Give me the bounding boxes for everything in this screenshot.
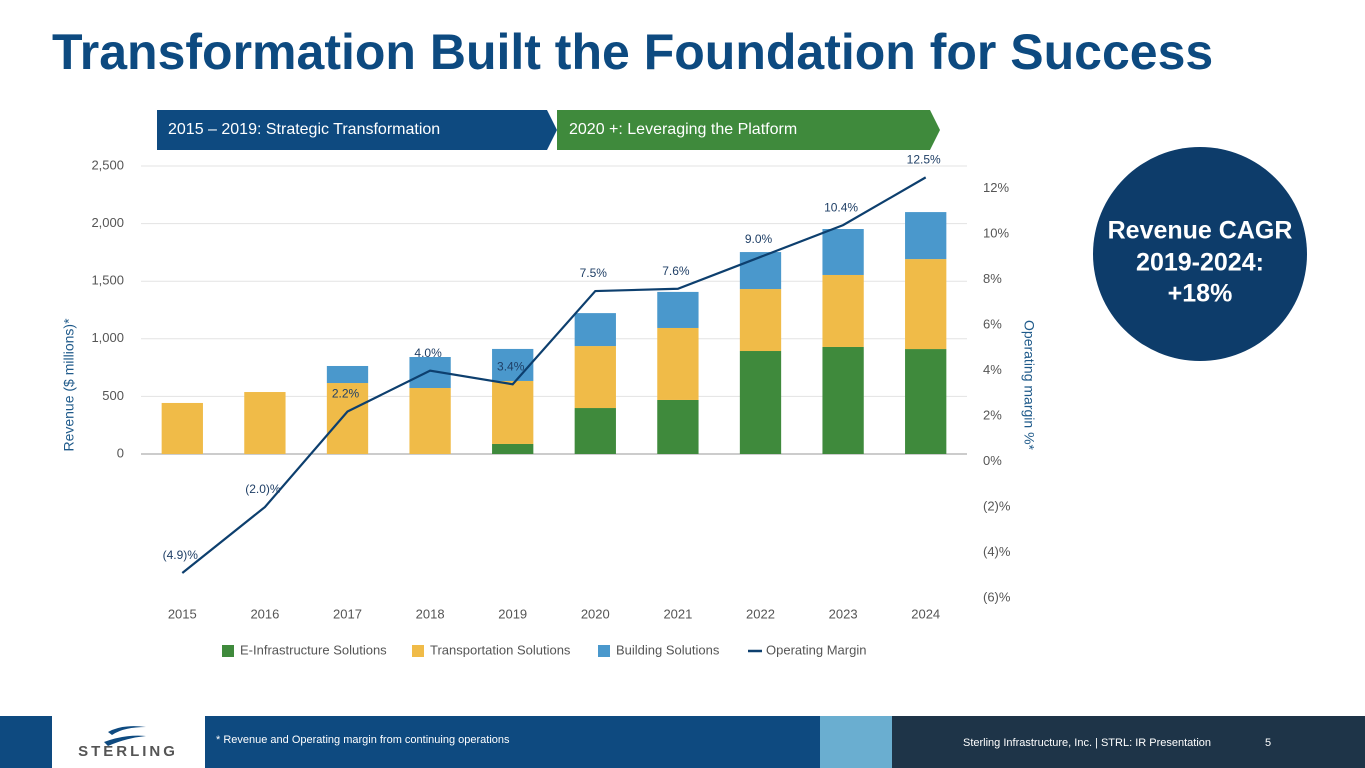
bar [822,229,864,275]
legend-label: Transportation Solutions [430,642,571,657]
bar [492,348,534,381]
data-label: 12.5% [907,153,941,167]
x-tick-label: 2021 [663,606,692,621]
legend-swatch [222,645,234,657]
slide-title: Transformation Built the Foundation for … [52,24,1213,80]
legend-label: Building Solutions [616,642,720,657]
bar [739,252,782,290]
x-tick-label: 2019 [498,606,527,621]
y-tick-label: 1,500 [91,273,124,288]
y-tick-label: 2,500 [91,157,124,172]
bar [905,212,947,260]
y-tick-label: 500 [102,388,124,403]
bar [492,443,534,454]
footer-source: Sterling Infrastructure, Inc. | STRL: IR… [963,737,1211,749]
y2-tick-label: 2% [983,408,1002,423]
data-label: 10.4% [824,200,858,214]
footer-band [892,716,1365,768]
data-label: (4.9)% [163,548,199,562]
data-label: 7.6% [662,264,690,278]
bar [409,387,451,454]
page-number: 5 [1265,737,1271,749]
legend-swatch [598,645,610,657]
legend-swatch [412,645,424,657]
data-label: 2.2% [332,387,360,401]
bar [326,383,369,454]
bar [905,259,947,350]
data-label: (2.0)% [245,482,281,496]
callout-circle [1093,147,1307,361]
bar [739,289,782,352]
banner-arrow [557,110,940,150]
bar [657,399,699,454]
y-tick-label: 1,000 [91,330,124,345]
y2-tick-label: 4% [983,362,1002,377]
chart: 0 500 1,000 1,500 2,000 2,500 (6)% (4)% (2)% 0% 2%… [61,153,1038,658]
bar [574,408,616,454]
data-label: 4.0% [414,346,442,360]
logo-text: STERLING [78,743,178,760]
data-label: 9.0% [745,232,773,246]
bar [574,346,616,409]
x-tick-label: 2023 [829,606,858,621]
y2-tick-label: (4)% [983,544,1011,559]
bar [822,274,864,347]
x-tick-label: 2017 [333,606,362,621]
footnote: * Revenue and Operating margin from cont… [216,734,510,746]
callout-text: 2019-2024: [1136,249,1264,277]
y2-tick-label: (6)% [983,589,1011,604]
footer-band [820,716,892,768]
legend-label: Operating Margin [766,642,866,657]
bar [244,392,286,454]
banner-label: 2015 – 2019: Strategic Transformation [168,121,440,138]
x-tick-label: 2022 [746,606,775,621]
y2-tick-label: 12% [983,180,1009,195]
y2-tick-label: 10% [983,226,1009,241]
x-tick-label: 2016 [250,606,279,621]
bar [574,313,616,347]
y2-tick-label: 8% [983,271,1002,286]
y-tick-label: 0 [117,445,124,460]
y2-tick-label: 0% [983,453,1002,468]
bar [657,291,699,328]
y-axis-label: Revenue ($ millions)* [61,318,77,452]
y2-axis-label: Operating margin %* [1021,320,1037,451]
data-label: 7.5% [580,266,608,280]
x-tick-label: 2020 [581,606,610,621]
x-tick-label: 2015 [168,606,197,621]
y-tick-label: 2,000 [91,215,124,230]
bar [739,351,782,454]
line-series [181,176,927,574]
logo-box [52,716,205,768]
x-tick-label: 2024 [911,606,940,621]
y2-tick-label: 6% [983,317,1002,332]
callout-text: Revenue CAGR [1108,217,1293,245]
bar [657,327,699,400]
bar [492,380,534,444]
bar [161,402,203,454]
banner-arrow [157,110,557,150]
legend-label: E-Infrastructure Solutions [240,642,387,657]
logo-mark [104,726,146,746]
bar [905,349,947,454]
callout-text: +18% [1168,280,1233,308]
y2-tick-label: (2)% [983,498,1011,513]
data-label: 3.4% [497,359,525,373]
x-tick-label: 2018 [416,606,445,621]
bar [822,346,864,454]
bar [326,365,369,384]
banner-label: 2020 +: Leveraging the Platform [569,121,797,138]
